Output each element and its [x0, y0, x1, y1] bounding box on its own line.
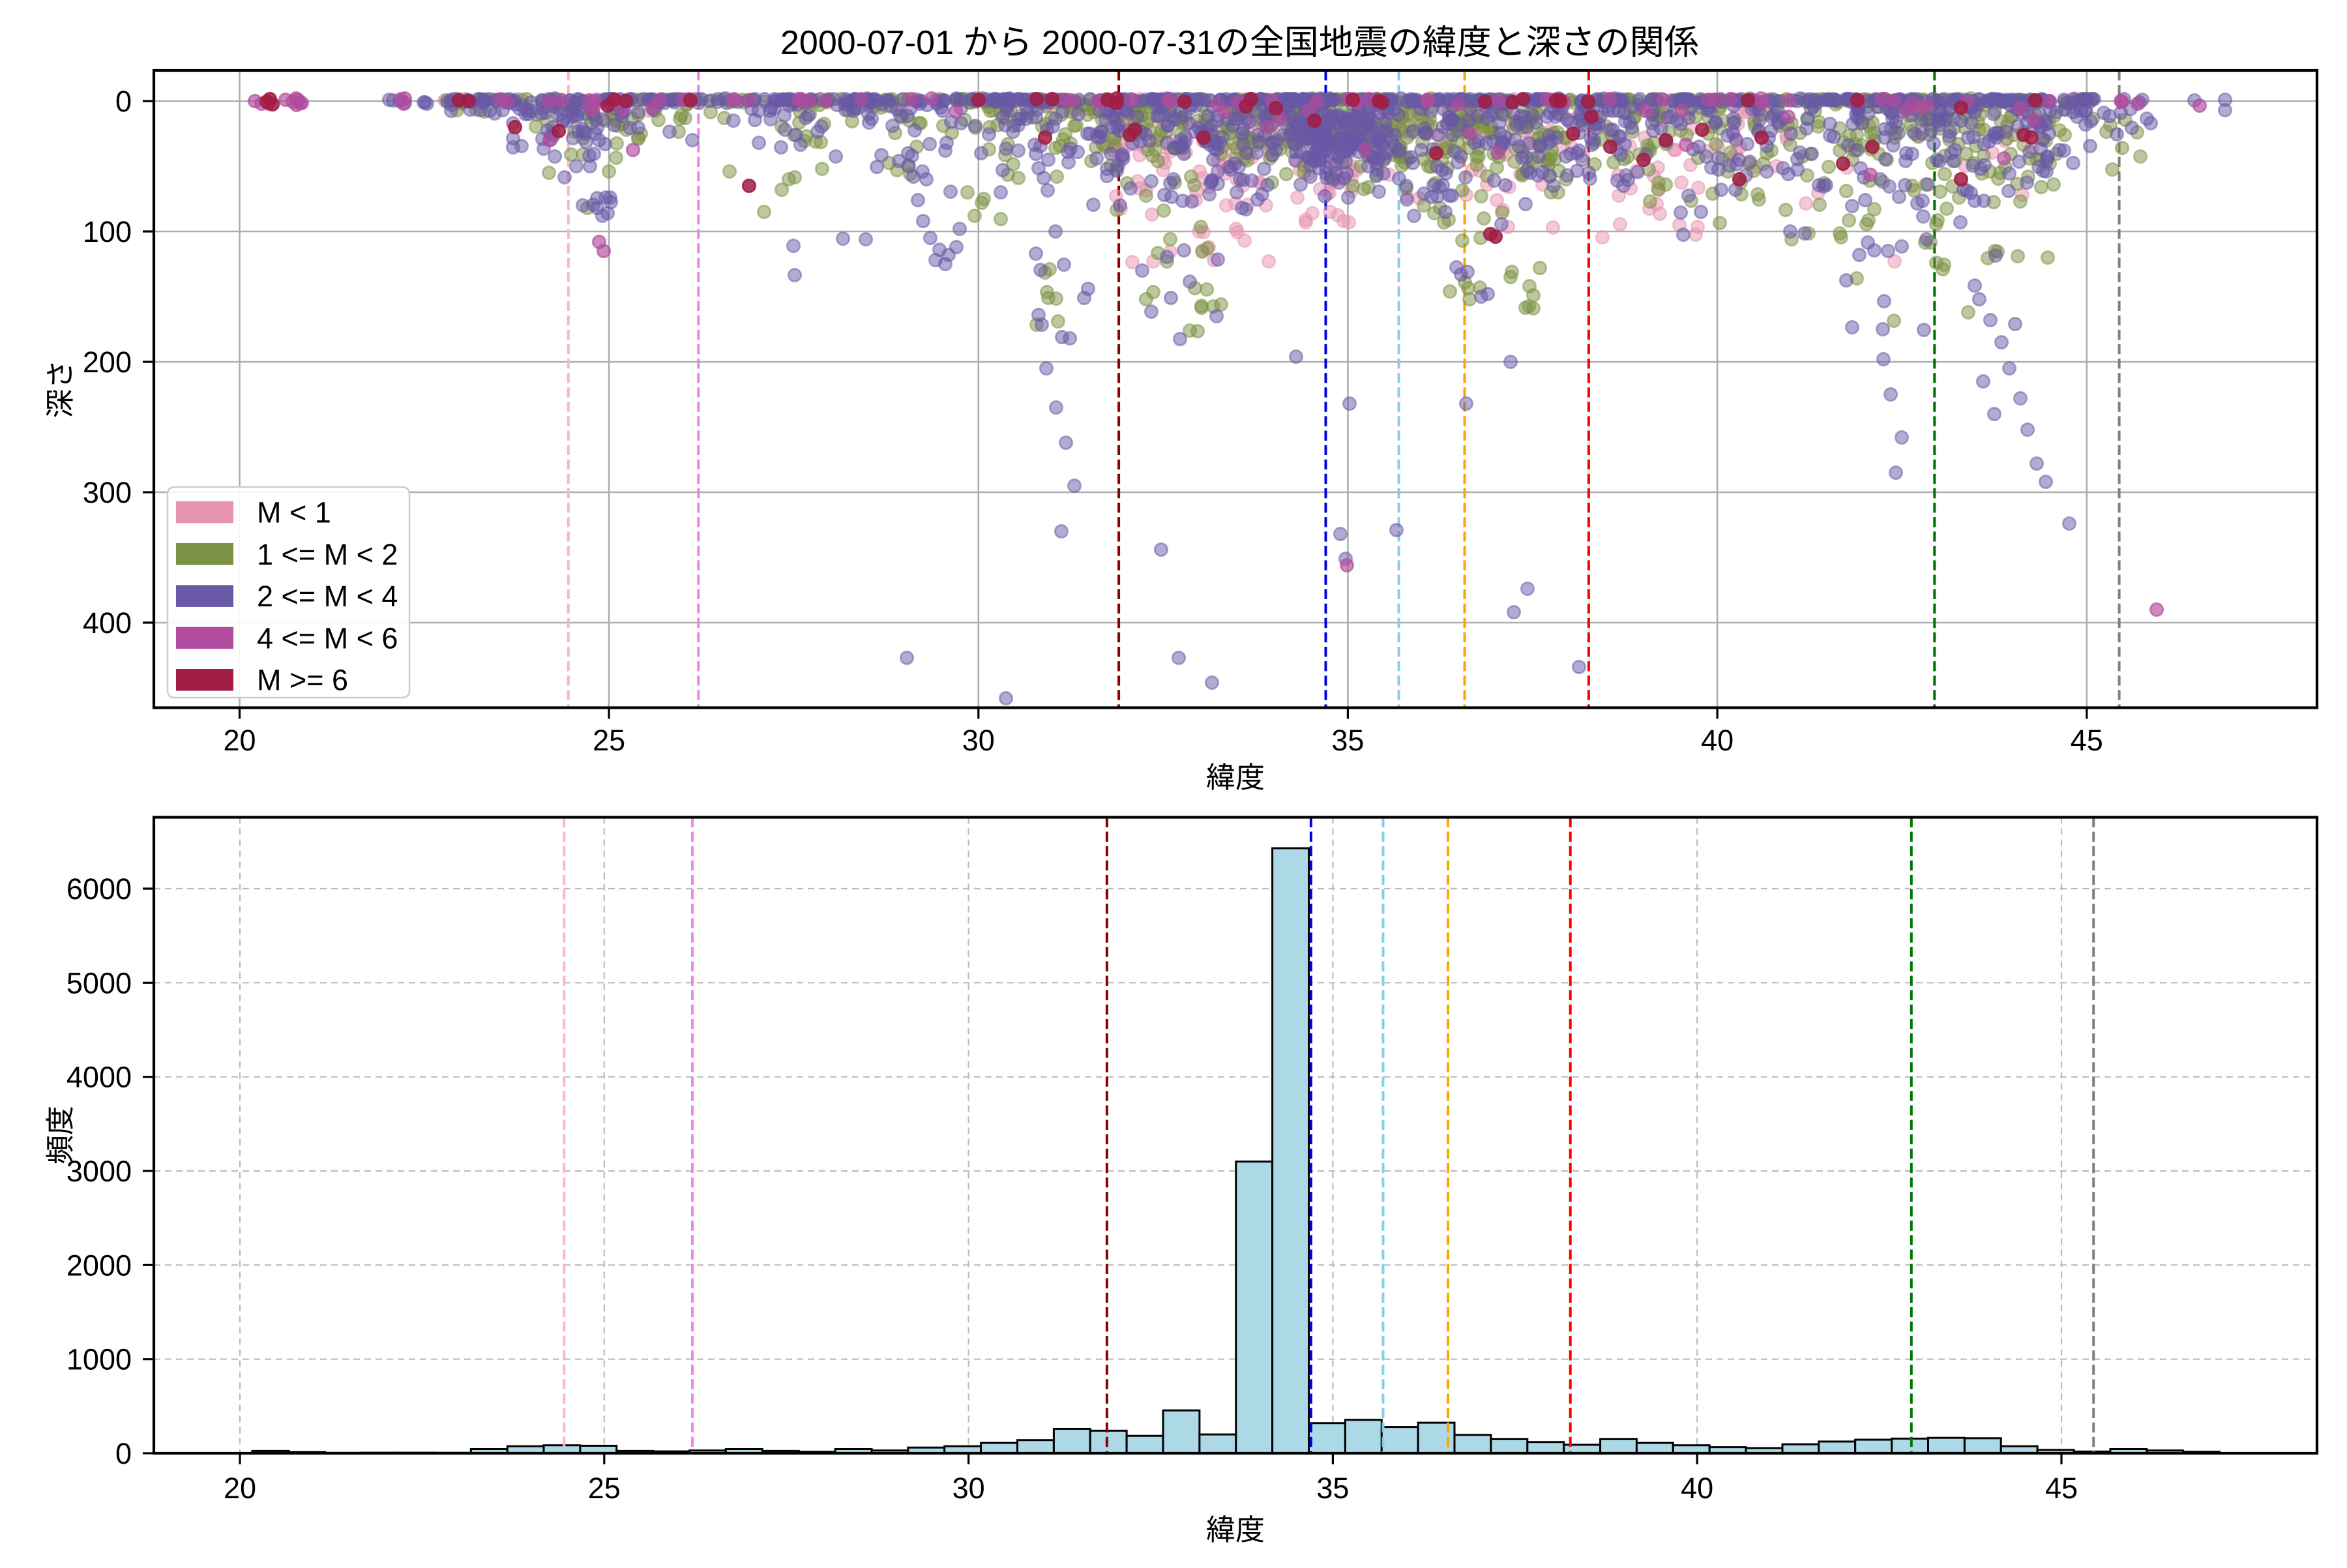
- svg-text:300: 300: [83, 476, 132, 509]
- svg-text:100: 100: [83, 215, 132, 248]
- svg-text:2 <= M < 4: 2 <= M < 4: [257, 580, 398, 613]
- svg-text:400: 400: [83, 606, 132, 640]
- svg-text:30: 30: [952, 1472, 985, 1505]
- svg-text:2000-07-01: 2000-07-01: [780, 24, 954, 62]
- svg-text:M < 1: M < 1: [257, 496, 331, 529]
- svg-text:6000: 6000: [66, 872, 132, 906]
- svg-text:2000: 2000: [66, 1249, 132, 1282]
- svg-text:3000: 3000: [66, 1155, 132, 1188]
- svg-text:45: 45: [2071, 724, 2103, 757]
- svg-text:1 <= M < 2: 1 <= M < 2: [257, 538, 398, 571]
- svg-text:1000: 1000: [66, 1343, 132, 1376]
- svg-text:0: 0: [115, 1437, 132, 1470]
- svg-text:25: 25: [588, 1472, 621, 1505]
- svg-text:35: 35: [1331, 724, 1364, 757]
- svg-text:5000: 5000: [66, 966, 132, 999]
- svg-text:35: 35: [1316, 1472, 1349, 1505]
- svg-text:30: 30: [962, 724, 995, 757]
- svg-text:20: 20: [224, 1472, 256, 1505]
- svg-text:2000-07-31: 2000-07-31: [1042, 24, 1215, 62]
- svg-text:25: 25: [593, 724, 625, 757]
- svg-text:40: 40: [1701, 724, 1734, 757]
- svg-text:20: 20: [223, 724, 256, 757]
- svg-text:4 <= M < 6: 4 <= M < 6: [257, 621, 398, 655]
- svg-text:40: 40: [1681, 1472, 1713, 1505]
- svg-text:4000: 4000: [66, 1061, 132, 1094]
- svg-text:200: 200: [83, 346, 132, 379]
- svg-text:45: 45: [2045, 1472, 2078, 1505]
- svg-text:0: 0: [115, 85, 132, 118]
- svg-text:M >= 6: M >= 6: [257, 664, 348, 697]
